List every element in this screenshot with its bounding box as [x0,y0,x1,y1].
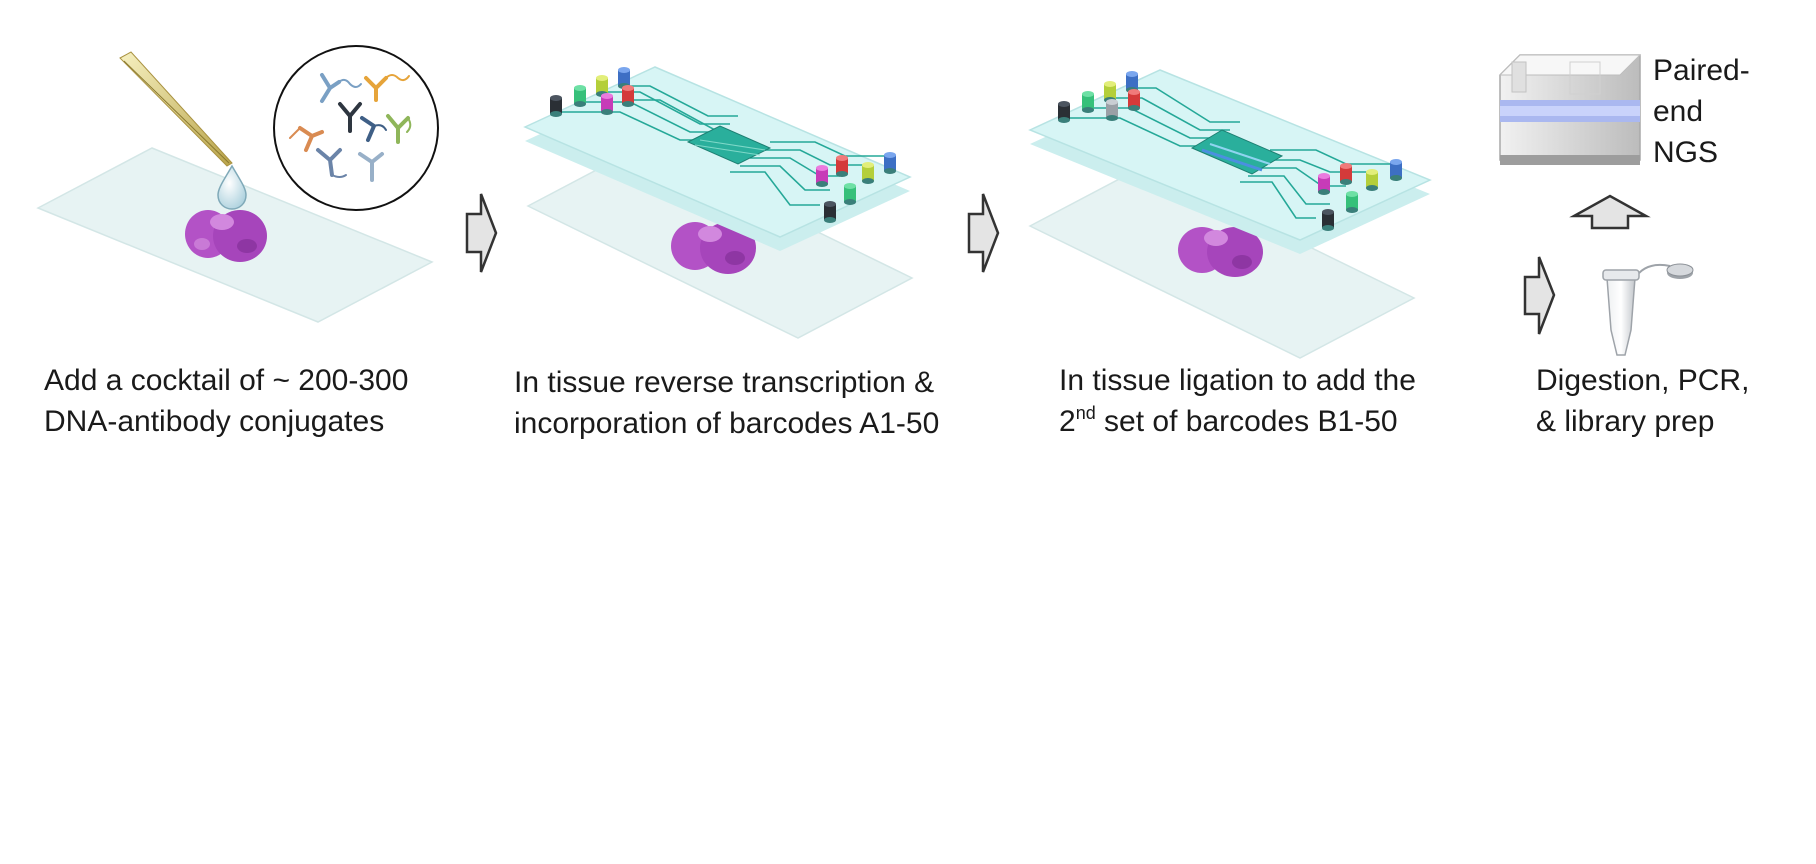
antibody-icon [289,73,412,182]
pcr-tube-icon [1602,263,1694,356]
barcode-reagent-tubes [1058,71,1402,231]
step3-illustration [1028,69,1432,359]
step-arrow-3 [1523,256,1556,335]
step-arrow-2 [967,193,1000,273]
step3-caption-ordinal: 2 [1059,405,1076,438]
step-arrow-1 [465,193,498,273]
sequencer-label-line1: Paired- [1653,54,1750,87]
step1-caption: Add a cocktail of ~ 200-300 DNA-antibody… [44,360,408,442]
step3-caption-rest: set of barcodes B1-50 [1095,405,1398,438]
step2-caption: In tissue reverse transcription & incorp… [514,362,939,444]
step2-caption-line1: In tissue reverse transcription & [514,366,935,399]
channel-array [686,125,772,165]
sequencer-label-line3: NGS [1653,136,1719,169]
antibody-cocktail-circle [273,45,439,211]
tissue-section [671,222,756,274]
tissue-section [1178,227,1263,277]
step3-caption: In tissue ligation to add the 2nd set of… [1059,360,1416,442]
step2-caption-line2: incorporation of barcodes A1-50 [514,407,940,440]
step2-illustration [523,66,914,339]
step4-caption: Digestion, PCR, & library prep [1536,360,1749,442]
step3-caption-ordinal-suffix: nd [1075,403,1096,423]
step1-caption-line1: Add a cocktail of ~ 200-300 [44,364,409,397]
sequencer-icon [1498,54,1642,165]
step3-caption-line1: In tissue ligation to add the [1059,364,1416,397]
step1-caption-line2: DNA-antibody conjugates [44,405,385,438]
droplet-icon [217,164,247,210]
step4-caption-line1: Digestion, PCR, [1536,364,1750,397]
microfluidic-chip [523,66,912,251]
pipette-icon [119,51,233,167]
step4-caption-line2: & library prep [1536,405,1715,438]
up-arrow [1569,194,1651,230]
sequencer-label-line2: end [1653,95,1704,128]
step1-illustration [36,45,439,323]
step3-caption-line2: 2nd set of barcodes B1-50 [1059,401,1416,442]
barcode-reagent-tubes [550,67,896,223]
sequencer-label: Paired- end NGS [1653,50,1750,173]
tissue-section [185,210,267,262]
